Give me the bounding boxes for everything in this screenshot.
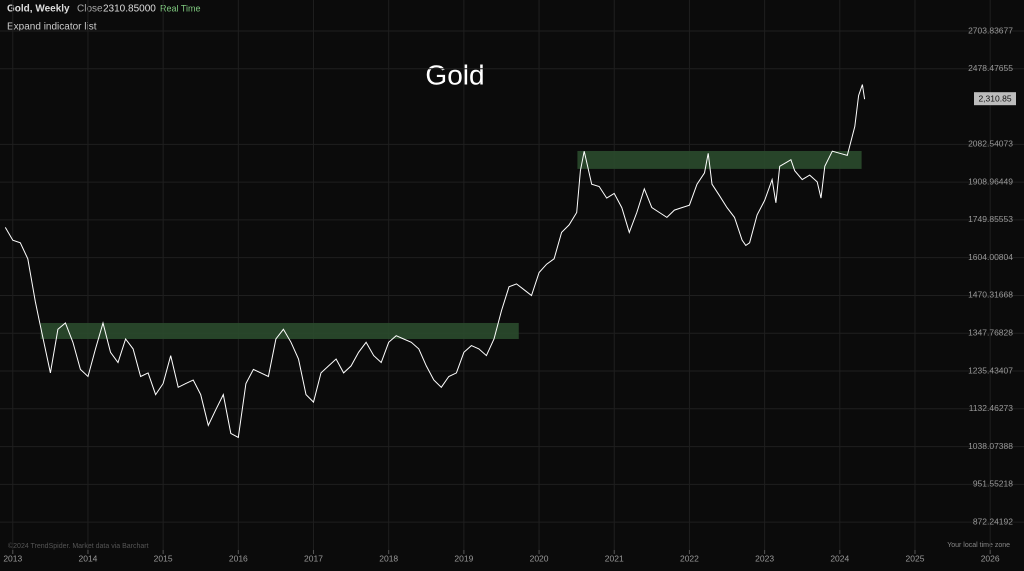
credit: ©2024 TrendSpider. Market data via Barch…: [8, 542, 149, 550]
y-tick-label: 2478.47655: [968, 63, 1013, 73]
price-line: [4, 84, 866, 439]
price-tag-label: 2,310.85: [978, 93, 1011, 103]
status: Real Time: [160, 3, 201, 13]
y-tick-label: 951.55218: [973, 479, 1013, 489]
x-tick-label: 2017: [304, 553, 323, 563]
y-tick-label: 1235.43407: [968, 365, 1013, 375]
y-tick-label: 2082.54073: [968, 139, 1013, 149]
zone: [40, 322, 519, 339]
x-tick-label: 2013: [3, 553, 22, 563]
y-tick-label: 1347.76828: [968, 327, 1013, 337]
y-tick-label: 1749.85553: [968, 214, 1013, 224]
close-label: Close: [77, 4, 103, 15]
close-value: 2310.85000: [103, 4, 156, 15]
y-tick-label: 2703.83677: [968, 25, 1013, 35]
y-tick-label: 1604.00804: [968, 252, 1013, 262]
zone: [577, 150, 862, 169]
x-tick-label: 2016: [229, 553, 248, 563]
y-tick-label: 1908.96449: [968, 176, 1013, 186]
x-tick-label: 2026: [981, 553, 1000, 563]
chart-title: Gold: [425, 59, 484, 90]
x-tick-label: 2023: [755, 553, 774, 563]
x-tick-label: 2018: [379, 553, 398, 563]
x-tick-label: 2025: [906, 553, 925, 563]
y-tick-label: 1470.31668: [968, 290, 1013, 300]
x-tick-label: 2015: [154, 553, 173, 563]
x-tick-label: 2021: [605, 553, 624, 563]
symbol: Gold, Weekly: [7, 4, 70, 15]
y-tick-label: 1132.46273: [969, 403, 1014, 413]
y-tick-label: 872.24192: [973, 516, 1013, 526]
x-tick-label: 2019: [454, 553, 473, 563]
x-tick-label: 2014: [79, 553, 98, 563]
x-tick-label: 2024: [830, 553, 849, 563]
x-tick-label: 2020: [530, 553, 549, 563]
price-tag: [974, 92, 1016, 106]
indicator-toggle[interactable]: Expand indicator list: [7, 22, 97, 33]
y-tick-label: 1038.07388: [968, 441, 1013, 451]
timezone: Your local time zone: [947, 542, 1010, 549]
x-tick-label: 2022: [680, 553, 699, 563]
